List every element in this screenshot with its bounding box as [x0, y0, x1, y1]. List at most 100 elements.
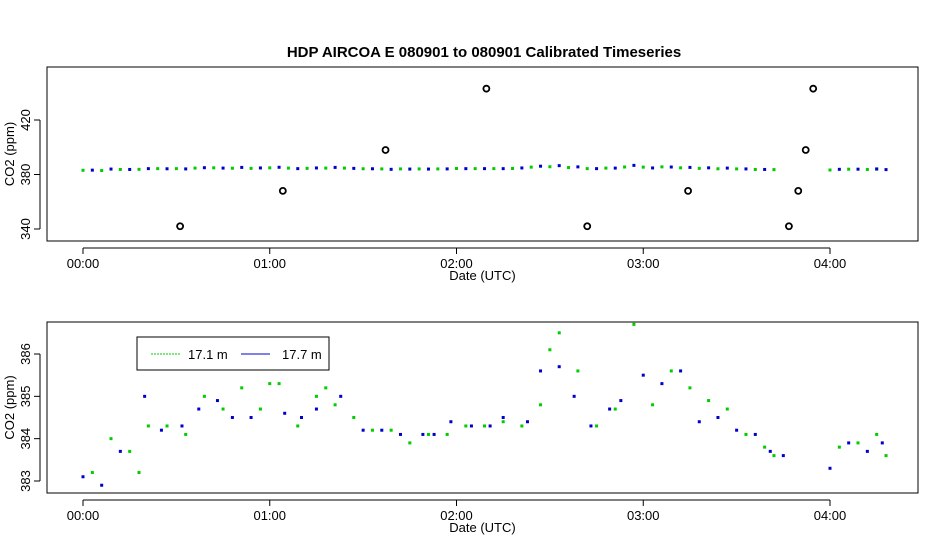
- data-point: [333, 165, 337, 169]
- data-point: [501, 416, 505, 419]
- data-point: [417, 167, 421, 171]
- data-point: [408, 167, 412, 171]
- data-point: [483, 424, 487, 428]
- data-point: [380, 167, 384, 171]
- data-point: [426, 167, 430, 171]
- data-point: [572, 394, 576, 398]
- legend: 17.1 m 17.7 m: [136, 336, 330, 371]
- x-tick-label: 02:00: [440, 508, 473, 523]
- data-point: [180, 424, 184, 428]
- x-tick-label: 03:00: [627, 508, 660, 523]
- data-point: [548, 348, 552, 352]
- data-point: [286, 166, 290, 170]
- data-point: [576, 369, 580, 373]
- x-tick-label: 01:00: [253, 508, 286, 523]
- data-point: [421, 432, 425, 436]
- x-tick-label: 04:00: [814, 256, 847, 271]
- outlier-point: [684, 186, 692, 195]
- data-point: [716, 416, 720, 419]
- data-point: [193, 166, 197, 170]
- data-point: [398, 167, 402, 171]
- data-point: [856, 441, 860, 445]
- data-point: [619, 399, 623, 403]
- data-point: [268, 166, 272, 170]
- data-point: [436, 167, 440, 171]
- data-point: [725, 166, 729, 170]
- data-point: [875, 167, 879, 171]
- data-point: [408, 441, 412, 445]
- outlier-point: [482, 84, 491, 93]
- data-point: [305, 166, 309, 170]
- data-point: [277, 382, 281, 386]
- data-point: [146, 167, 150, 171]
- data-point: [529, 165, 533, 169]
- data-point: [380, 428, 384, 432]
- data-point: [669, 369, 673, 373]
- data-point: [768, 449, 772, 453]
- data-point: [557, 331, 561, 335]
- data-point: [847, 167, 851, 171]
- data-point: [567, 166, 571, 170]
- data-point: [473, 167, 477, 171]
- data-point: [679, 369, 683, 373]
- data-point: [464, 167, 468, 171]
- data-point: [90, 168, 94, 172]
- data-point: [880, 441, 884, 445]
- data-point: [314, 407, 318, 411]
- data-point: [249, 166, 253, 170]
- data-point: [735, 428, 739, 432]
- data-point: [339, 394, 343, 398]
- data-point: [370, 167, 374, 171]
- data-point: [146, 424, 150, 428]
- data-point: [445, 432, 449, 436]
- x-tick-label: 04:00: [814, 508, 847, 523]
- data-point: [314, 166, 318, 170]
- data-point: [128, 449, 132, 453]
- data-point: [539, 403, 543, 407]
- x-tick-label: 03:00: [627, 256, 660, 271]
- data-point: [688, 386, 692, 390]
- data-point: [763, 445, 767, 449]
- data-point: [184, 167, 188, 171]
- data-point: [679, 166, 683, 170]
- data-point: [613, 166, 617, 170]
- data-point: [165, 424, 169, 428]
- data-point: [221, 407, 225, 411]
- data-point: [398, 432, 402, 436]
- data-point: [314, 394, 318, 398]
- data-point: [856, 167, 860, 171]
- data-point: [539, 369, 543, 373]
- data-point: [165, 167, 169, 171]
- data-point: [725, 407, 729, 411]
- data-point: [828, 466, 832, 470]
- x-tick-label: 01:00: [253, 256, 286, 271]
- data-point: [449, 420, 453, 424]
- data-point: [492, 167, 496, 171]
- data-point: [884, 454, 888, 458]
- x-tick-label: 00:00: [67, 508, 100, 523]
- data-point: [277, 165, 281, 169]
- data-point: [296, 424, 300, 428]
- data-point: [641, 165, 645, 169]
- data-point: [884, 168, 888, 172]
- data-point: [137, 471, 141, 475]
- data-point: [324, 166, 328, 170]
- data-point: [744, 167, 748, 171]
- data-point: [100, 483, 104, 487]
- data-point: [137, 167, 141, 171]
- outlier-point: [176, 222, 185, 231]
- data-point: [520, 166, 524, 170]
- data-point: [258, 166, 262, 170]
- data-point: [660, 382, 664, 386]
- y-tick-label: 386: [18, 343, 33, 365]
- data-point: [426, 432, 430, 436]
- data-point: [589, 424, 593, 428]
- data-point: [595, 424, 599, 428]
- data-point: [735, 167, 739, 171]
- data-point: [847, 441, 851, 445]
- data-point: [688, 165, 692, 169]
- data-point: [488, 424, 492, 428]
- outlier-point: [278, 186, 287, 195]
- data-point: [464, 424, 468, 428]
- data-point: [875, 432, 879, 436]
